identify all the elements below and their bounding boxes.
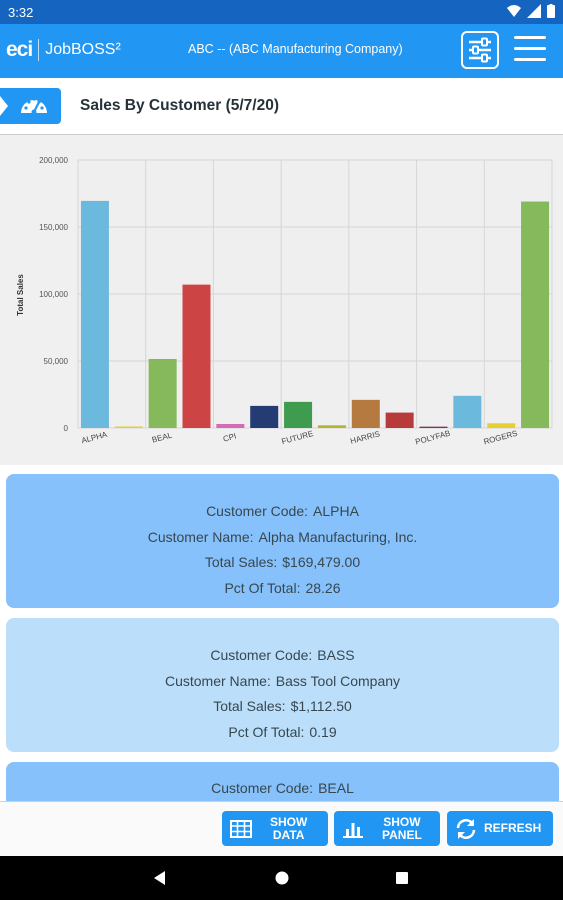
android-nav-bar xyxy=(0,856,563,900)
show-data-button[interactable]: SHOW DATA xyxy=(222,811,328,846)
x-tick-label: CPI xyxy=(222,432,237,444)
refresh-icon xyxy=(456,818,476,839)
show-panel-label-1: SHOW xyxy=(383,814,421,829)
brand-product: JobBOSS² xyxy=(45,41,121,58)
status-bar: 3:32 xyxy=(0,0,563,24)
x-tick-label: ROGERS xyxy=(483,429,519,447)
company-name: ABC -- (ABC Manufacturing Company) xyxy=(188,42,403,56)
bar-chart-icon xyxy=(343,822,363,838)
bar[interactable] xyxy=(216,423,245,428)
card-customer-code: Customer Code: BEAL xyxy=(211,780,354,796)
chart-area: 0 50,000 100,000 150,000 200,000 ALPHA BEAL CP… xyxy=(0,135,563,465)
show-panel-button[interactable]: SHOW PANEL xyxy=(334,811,440,846)
x-tick-label: BEAL xyxy=(151,430,174,444)
bar[interactable] xyxy=(284,401,313,428)
y-tick-label: 100,000 xyxy=(39,290,68,299)
bottom-toolbar: SHOW DATA SHOW PANEL REFRESH xyxy=(0,801,563,857)
wifi-icon xyxy=(507,5,521,17)
show-data-label-1: SHOW xyxy=(270,814,308,829)
page-header: Sales By Customer (5/7/20) xyxy=(0,78,563,135)
battery-icon xyxy=(547,4,555,18)
sales-bar-chart: 0 50,000 100,000 150,000 200,000 ALPHA BEAL CP… xyxy=(16,156,553,447)
brand-eci: eci xyxy=(6,38,33,61)
show-panel-label-2: PANEL xyxy=(382,827,422,842)
hamburger-menu-icon[interactable] xyxy=(514,36,548,62)
overview-icon[interactable] xyxy=(395,871,409,885)
refresh-button[interactable]: REFRESH xyxy=(447,811,553,846)
home-icon[interactable] xyxy=(275,871,289,885)
card-pct-of-total: Pct Of Total: 28.26 xyxy=(224,579,341,596)
back-icon[interactable] xyxy=(153,871,167,885)
x-tick-label: HARRIS xyxy=(349,429,381,446)
app-bar: eci JobBOSS² ABC -- (ABC Manufacturing C… xyxy=(0,24,563,78)
bar[interactable] xyxy=(351,399,380,428)
refresh-label: REFRESH xyxy=(484,821,542,835)
card-customer-name: Customer Name: Bass Tool Company xyxy=(164,672,401,689)
bar[interactable] xyxy=(521,201,550,428)
page-title: Sales By Customer (5/7/20) xyxy=(80,97,280,114)
bar[interactable] xyxy=(114,426,143,428)
y-tick-label: 150,000 xyxy=(39,223,68,232)
card-customer-code: Customer Code: BASS xyxy=(210,647,355,663)
bar[interactable] xyxy=(317,425,346,428)
customer-list[interactable]: Customer Code: ALPHA Customer Name: Alpha … xyxy=(0,465,563,801)
dashboard-button[interactable] xyxy=(0,88,61,124)
bar[interactable] xyxy=(250,405,279,428)
x-tick-label: ALPHA xyxy=(80,430,108,446)
x-tick-label: FUTURE xyxy=(281,429,315,446)
y-axis-label: Total Sales xyxy=(16,274,25,316)
dashboard-gauge-icon xyxy=(0,96,47,116)
status-icons xyxy=(507,4,555,18)
x-tick-label: POLYFAB xyxy=(414,429,451,447)
status-time: 3:32 xyxy=(8,5,34,20)
card-pct-of-total: Pct Of Total: 0.19 xyxy=(228,723,337,740)
card-total-sales: Total Sales: $169,479.00 xyxy=(204,554,361,570)
table-icon xyxy=(230,819,252,838)
signal-icon xyxy=(527,4,541,18)
bar[interactable] xyxy=(453,395,482,428)
bar[interactable] xyxy=(148,358,177,428)
filter-button[interactable] xyxy=(461,31,499,69)
brand-logo: eci JobBOSS² xyxy=(6,38,121,62)
customer-card[interactable]: Customer Code: BASS Customer Name: Bass To… xyxy=(6,618,559,752)
bar[interactable] xyxy=(487,423,516,428)
card-customer-name: Customer Name: Alpha Manufacturing, Inc. xyxy=(147,528,418,545)
y-tick-label: 0 xyxy=(64,424,69,433)
bar[interactable] xyxy=(182,284,211,428)
brand-divider xyxy=(38,39,40,61)
bar[interactable] xyxy=(419,426,448,428)
card-customer-code: Customer Code: ALPHA xyxy=(206,503,359,519)
bar[interactable] xyxy=(80,200,109,428)
customer-card[interactable]: Customer Code: BEAL xyxy=(6,762,559,801)
customer-card-selected[interactable]: Customer Code: ALPHA Customer Name: Alpha … xyxy=(6,474,559,608)
y-tick-label: 50,000 xyxy=(44,357,69,366)
card-total-sales: Total Sales: $1,112.50 xyxy=(213,698,352,714)
y-tick-label: 200,000 xyxy=(39,156,68,165)
sliders-icon xyxy=(469,37,491,63)
show-data-label-2: DATA xyxy=(272,827,305,842)
bar[interactable] xyxy=(385,412,414,428)
